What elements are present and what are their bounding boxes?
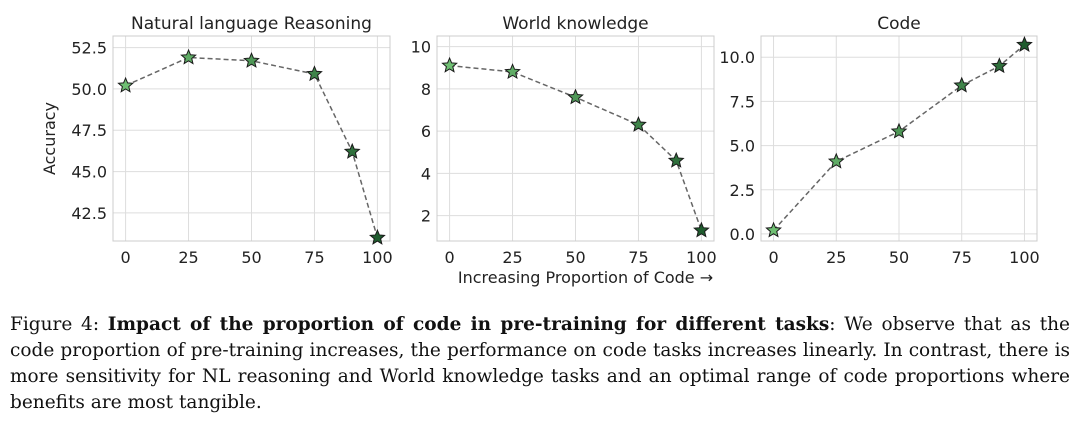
x-tick-label: 50 [565, 248, 585, 267]
series-line [772, 44, 1025, 231]
x-tick-label: 50 [241, 248, 261, 267]
x-tick-label: 0 [768, 248, 778, 267]
y-axis-label: Accuracy [40, 102, 59, 175]
data-point-marker [343, 142, 361, 159]
y-tick-label: 47.5 [71, 121, 107, 140]
y-tick-label: 8 [421, 80, 431, 99]
panel-world-knowledge: 0 25 50 75 100 2 4 6 8 10 World knowledge Increasin… [411, 14, 717, 287]
y-tick-label: 5.0 [730, 137, 755, 156]
y-tick-label: 0.0 [730, 225, 755, 244]
data-point-marker [693, 221, 710, 238]
chart-title: Code [877, 14, 921, 34]
x-tick-label: 50 [889, 248, 909, 267]
caption-bold-title: Impact of the proportion of code in pre-… [107, 314, 830, 335]
x-tick-label: 0 [120, 248, 130, 267]
x-tick-label: 100 [686, 248, 717, 267]
plot-frame [760, 35, 1038, 242]
y-tick-label: 50.0 [71, 80, 107, 99]
x-tick-label: 25 [178, 248, 198, 267]
x-tick-label: 0 [444, 248, 454, 267]
data-point-marker [890, 122, 908, 139]
data-point-marker [504, 63, 521, 80]
x-tick-label: 25 [826, 248, 846, 267]
y-tick-label: 52.5 [71, 39, 107, 58]
data-point-marker [180, 48, 197, 65]
data-point-marker [1016, 36, 1033, 52]
y-tick-label: 2.5 [730, 181, 755, 200]
y-tick-label: 10 [411, 38, 431, 57]
y-tick-label: 10.0 [719, 48, 755, 67]
data-point-marker [369, 228, 386, 245]
data-point-marker [567, 88, 584, 105]
data-point-marker [243, 51, 260, 68]
figure-4-chart: 0 25 50 75 100 42.5 45.0 47.5 50.0 52.5 Natural la… [40, 14, 1040, 287]
data-point-marker [827, 152, 845, 169]
x-tick-label: 25 [502, 248, 522, 267]
x-tick-label: 100 [1009, 248, 1040, 267]
x-tick-label: 75 [952, 248, 972, 267]
data-point-marker [667, 151, 685, 168]
data-point-marker [117, 76, 134, 93]
y-tick-label: 45.0 [71, 163, 107, 182]
y-tick-label: 6 [421, 122, 431, 141]
y-tick-label: 42.5 [71, 204, 107, 223]
x-axis-label: Increasing Proportion of Code → [458, 268, 713, 287]
data-point-marker [630, 115, 647, 132]
caption-text: : We observe that as the code proportion… [10, 314, 1070, 413]
y-tick-label: 2 [421, 207, 431, 226]
data-point-marker [990, 57, 1008, 74]
data-point-marker [441, 56, 458, 73]
figure-caption: Figure 4: Impact of the proportion of co… [10, 312, 1070, 416]
x-tick-label: 100 [362, 248, 393, 267]
plot-frame [436, 35, 715, 242]
panel-nl-reasoning: 0 25 50 75 100 42.5 45.0 47.5 50.0 52.5 Natural la… [40, 14, 393, 267]
y-tick-label: 4 [421, 164, 431, 183]
data-point-marker [953, 76, 971, 93]
series-line [449, 64, 703, 231]
data-point-marker [306, 65, 323, 82]
y-tick-label: 7.5 [730, 92, 755, 111]
series-line [125, 56, 379, 238]
x-tick-label: 75 [304, 248, 324, 267]
panel-code: 0 25 50 75 100 0.0 2.5 5.0 7.5 10.0 Code [719, 14, 1039, 267]
caption-prefix: Figure 4: [10, 314, 108, 335]
x-tick-label: 75 [628, 248, 648, 267]
chart-title: World knowledge [502, 14, 648, 34]
plot-frame [112, 35, 391, 242]
chart-title: Natural language Reasoning [131, 14, 372, 34]
data-point-marker [765, 221, 782, 238]
